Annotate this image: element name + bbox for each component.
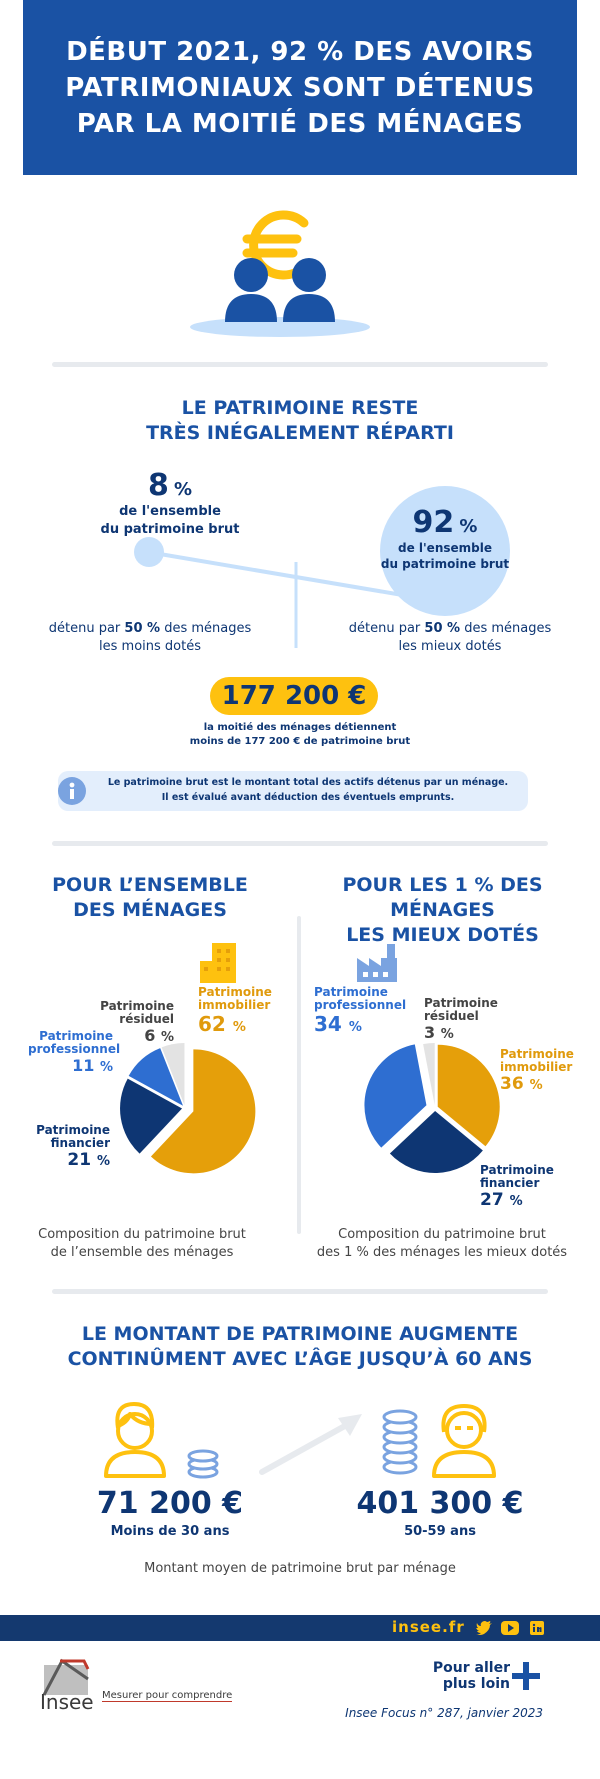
- people-euro-icon: [190, 210, 370, 337]
- age-caption: Montant moyen de patrimoine brut par mén…: [144, 1561, 456, 1576]
- column-separator: [297, 916, 301, 1234]
- pie-chart-top1: [364, 1043, 500, 1173]
- header-banner: Début 2021, 92 % des avoirs patrimoniaux…: [23, 0, 577, 175]
- pie-top1-caption: Composition du patrimoine brut des 1 % d…: [316, 1227, 568, 1260]
- young-amount: 71 200 €: [96, 1486, 244, 1521]
- coin-stack-icon: [382, 1409, 418, 1475]
- coin-stack-icon: [187, 1449, 219, 1479]
- pie-top1-slice-financier: [389, 1110, 483, 1173]
- youtube-icon[interactable]: [501, 1621, 519, 1635]
- linkedin-icon[interactable]: [530, 1621, 544, 1635]
- inequality-graphic: [134, 537, 421, 648]
- composition-top1-title: Pour les 1 % des ménages les mieux dotés: [342, 874, 543, 946]
- left-share: 8 % de l'ensemble du patrimoine brut: [100, 468, 240, 537]
- insee-logo-icon: [42, 1658, 90, 1696]
- pie-all-slice-residuel: [161, 1043, 185, 1106]
- page-title: Début 2021, 92 % des avoirs patrimoniaux…: [65, 36, 535, 139]
- pie-top1-slice-immobilier: [437, 1044, 500, 1147]
- factory-icon: [357, 944, 397, 982]
- left-held-by: détenu par 50 % des ménages les moins do…: [48, 621, 252, 654]
- young-label: Moins de 30 ans: [110, 1524, 230, 1539]
- pie-all-slice-immobilier: [150, 1049, 256, 1174]
- site-link[interactable]: insee.fr: [392, 1618, 465, 1636]
- pie-chart-all: [120, 1043, 256, 1174]
- more-info-link[interactable]: Pour aller plus loin: [432, 1660, 510, 1692]
- pie-all-slice-professionnel: [128, 1048, 184, 1106]
- twitter-icon[interactable]: [476, 1621, 492, 1635]
- old-amount: 401 300 €: [356, 1486, 524, 1521]
- pie-top1-label-financier: Patrimoine financier 27 %: [480, 1163, 554, 1211]
- pie-all-label-professionnel: Patrimoine professionnel 11 %: [28, 1029, 121, 1076]
- footer-bar: insee.fr: [0, 1615, 600, 1641]
- pie-all-label-immobilier: Patrimoine immobilier 62 %: [198, 985, 272, 1037]
- inequality-title: Le patrimoine reste très inégalement rép…: [146, 397, 454, 444]
- divider: [52, 1289, 548, 1294]
- pie-top1-slice-professionnel: [364, 1044, 427, 1148]
- info-box: Le patrimoine brut est le montant total …: [58, 771, 528, 811]
- right-share: 92 % de l'ensemble du patrimoine brut: [380, 505, 510, 571]
- reference: Insee Focus n° 287, janvier 2023: [345, 1706, 543, 1720]
- older-person-icon: [432, 1404, 496, 1478]
- building-icon: [200, 943, 236, 983]
- pie-all-slice-financier: [120, 1078, 183, 1154]
- plus-icon[interactable]: [512, 1662, 540, 1690]
- right-held-by: détenu par 50 % des ménages les mieux do…: [348, 621, 552, 654]
- info-icon: [58, 777, 86, 805]
- divider: [52, 841, 548, 846]
- pie-top1-slice-residuel: [423, 1043, 435, 1106]
- composition-all-title: Pour l’ensemble des ménages: [52, 874, 248, 921]
- young-person-icon: [104, 1402, 166, 1478]
- median-value-badge: 177 200 €: [210, 677, 378, 715]
- age-title: Le montant de patrimoine augmente contin…: [67, 1323, 533, 1370]
- pie-top1-label-residuel: Patrimoine résiduel 3 %: [424, 996, 498, 1043]
- divider: [52, 362, 548, 367]
- pie-all-label-residuel: Patrimoine résiduel 6 %: [100, 999, 174, 1046]
- pie-top1-label-immobilier: Patrimoine immobilier 36 %: [500, 1047, 574, 1095]
- median-desc: la moitié des ménages détiennent moins d…: [189, 722, 411, 747]
- arrow-up-icon: [259, 1414, 362, 1475]
- pie-all-caption: Composition du patrimoine brut de l’ense…: [38, 1227, 246, 1260]
- old-label: 50-59 ans: [404, 1524, 476, 1539]
- top-half-circle: [380, 486, 510, 616]
- tagline: Mesurer pour comprendre: [102, 1690, 233, 1702]
- pie-all-label-financier: Patrimoine financier 21 %: [36, 1123, 110, 1171]
- pie-top1-label-professionnel: Patrimoine professionnel 34 %: [314, 985, 407, 1037]
- insee-logo-text: Insee: [40, 1690, 94, 1714]
